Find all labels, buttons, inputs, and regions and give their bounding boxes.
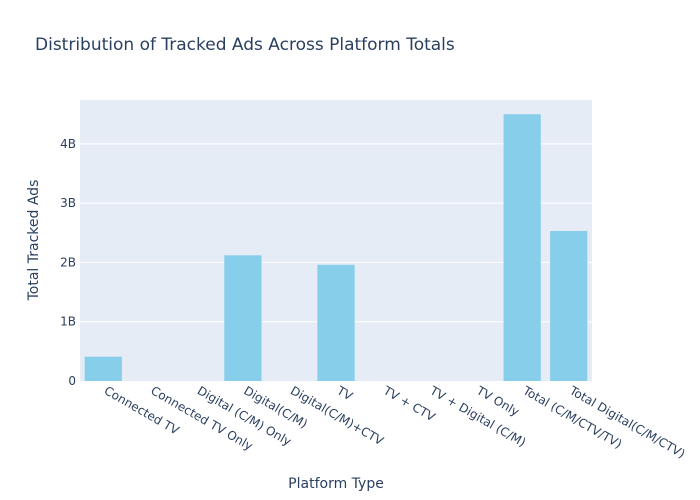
x-tick-label: TV + CTV <box>380 383 438 425</box>
y-tick-label: 0 <box>68 374 76 388</box>
bar <box>503 114 541 382</box>
x-tick-label: TV <box>334 383 356 404</box>
bar <box>224 255 262 381</box>
y-tick-label: 2B <box>60 255 76 269</box>
y-tick-label: 1B <box>60 315 76 329</box>
bar <box>550 231 588 381</box>
y-tick-label: 4B <box>60 137 76 151</box>
chart-title: Distribution of Tracked Ads Across Platf… <box>35 35 455 55</box>
bar <box>317 264 355 381</box>
bars <box>84 114 588 382</box>
bar <box>84 356 122 381</box>
x-axis-title: Platform Type <box>288 476 384 492</box>
y-tick-label: 3B <box>60 196 76 210</box>
y-axis-title: Total Tracked Ads <box>26 180 42 302</box>
y-axis-ticks: 0 1B 2B 3B 4B <box>60 137 76 388</box>
